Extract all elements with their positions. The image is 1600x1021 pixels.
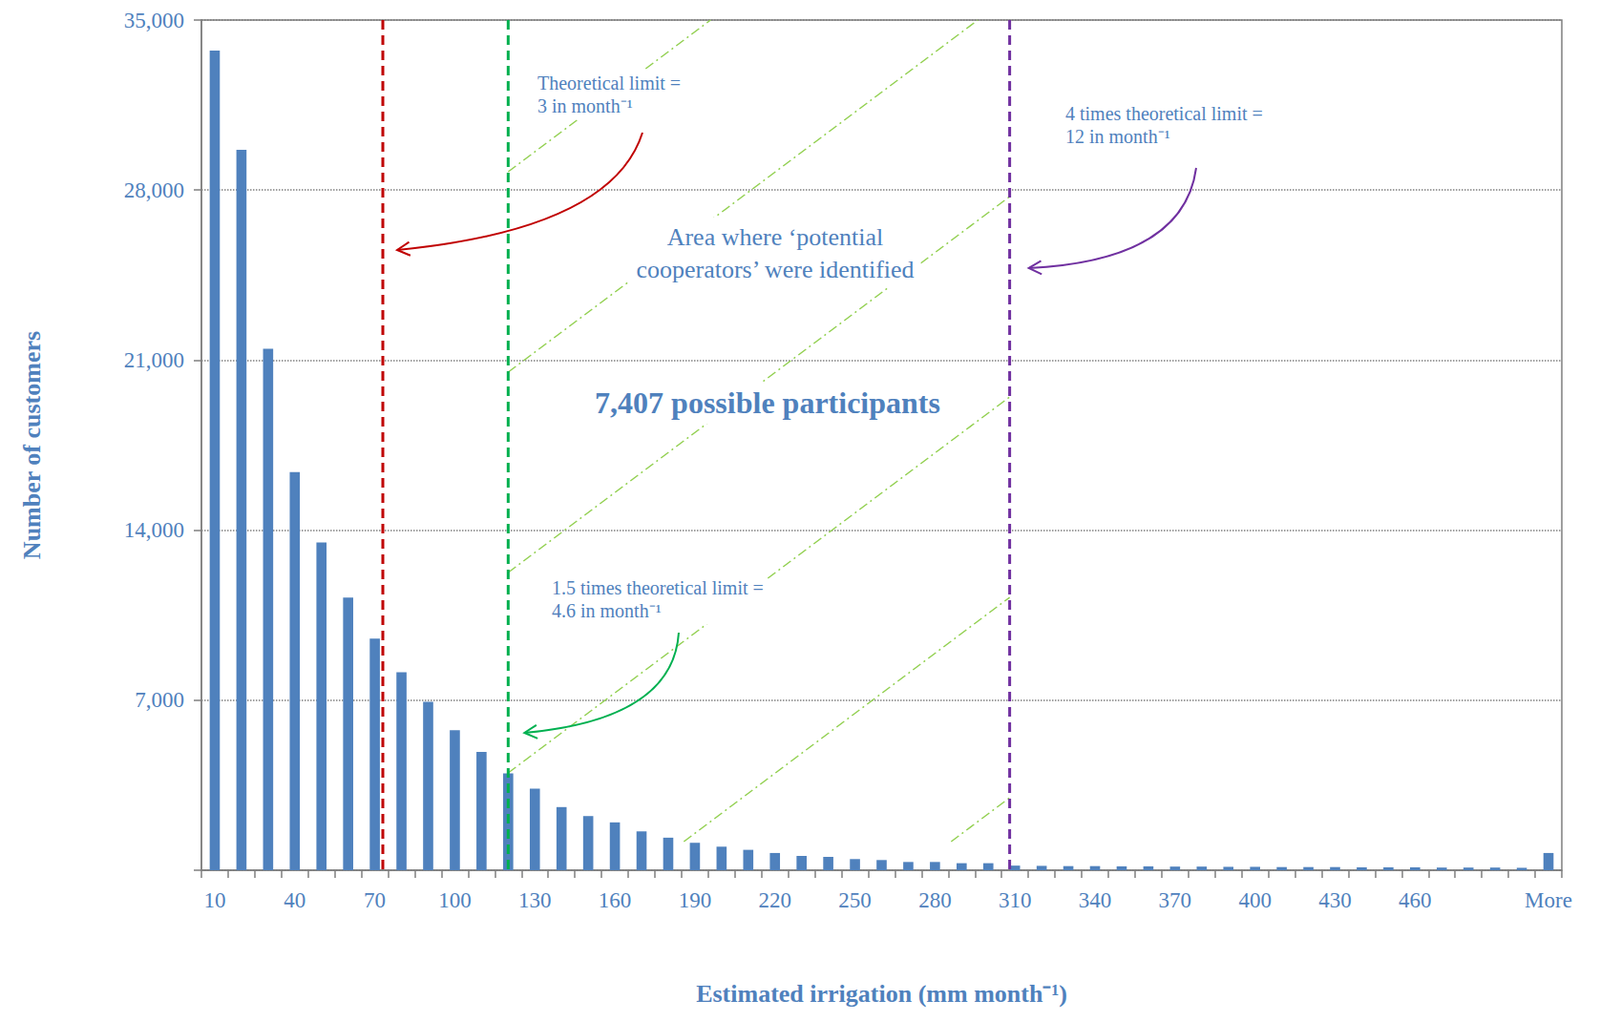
- svg-text:340: 340: [1078, 888, 1113, 913]
- svg-text:12 in month⁻¹: 12 in month⁻¹: [1065, 126, 1171, 148]
- svg-text:35,000: 35,000: [124, 8, 185, 33]
- svg-text:280: 280: [918, 888, 952, 913]
- svg-text:7,000: 7,000: [134, 688, 185, 713]
- svg-text:cooperators’ were identified: cooperators’ were identified: [635, 255, 914, 284]
- svg-text:40: 40: [283, 888, 306, 913]
- svg-text:Theoretical limit =: Theoretical limit =: [537, 72, 681, 94]
- svg-text:310: 310: [998, 888, 1032, 913]
- svg-text:130: 130: [518, 888, 552, 913]
- svg-text:Number of customers: Number of customers: [18, 331, 46, 560]
- svg-text:28,000: 28,000: [124, 178, 185, 203]
- svg-text:Estimated irrigation (mm month: Estimated irrigation (mm month⁻¹): [695, 980, 1068, 1009]
- svg-text:160: 160: [598, 888, 632, 913]
- svg-text:250: 250: [838, 888, 872, 913]
- svg-text:460: 460: [1398, 888, 1432, 913]
- svg-text:21,000: 21,000: [124, 348, 185, 373]
- svg-text:More: More: [1524, 888, 1573, 913]
- svg-text:220: 220: [757, 888, 792, 913]
- svg-text:Area where ‘potential: Area where ‘potential: [667, 223, 885, 252]
- svg-text:430: 430: [1318, 888, 1352, 913]
- svg-text:3 in month⁻¹: 3 in month⁻¹: [537, 95, 633, 117]
- svg-text:70: 70: [363, 888, 386, 913]
- svg-text:370: 370: [1158, 888, 1193, 913]
- svg-text:4.6 in month⁻¹: 4.6 in month⁻¹: [551, 600, 662, 622]
- svg-text:100: 100: [438, 888, 472, 913]
- svg-text:1.5 times theoretical limit =: 1.5 times theoretical limit =: [551, 577, 764, 599]
- svg-text:190: 190: [678, 888, 713, 913]
- svg-text:7,407 possible participants: 7,407 possible participants: [594, 385, 941, 421]
- svg-text:400: 400: [1238, 888, 1272, 913]
- svg-text:14,000: 14,000: [124, 518, 185, 543]
- svg-text:4 times theoretical limit =: 4 times theoretical limit =: [1065, 103, 1264, 125]
- svg-text:10: 10: [203, 888, 226, 913]
